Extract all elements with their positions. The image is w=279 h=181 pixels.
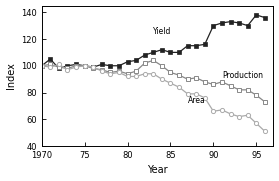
Text: Production: Production [222,71,263,80]
Text: Yield: Yield [153,27,172,36]
Y-axis label: Index: Index [6,62,16,89]
Text: Area: Area [187,96,205,105]
X-axis label: Year: Year [147,165,168,175]
